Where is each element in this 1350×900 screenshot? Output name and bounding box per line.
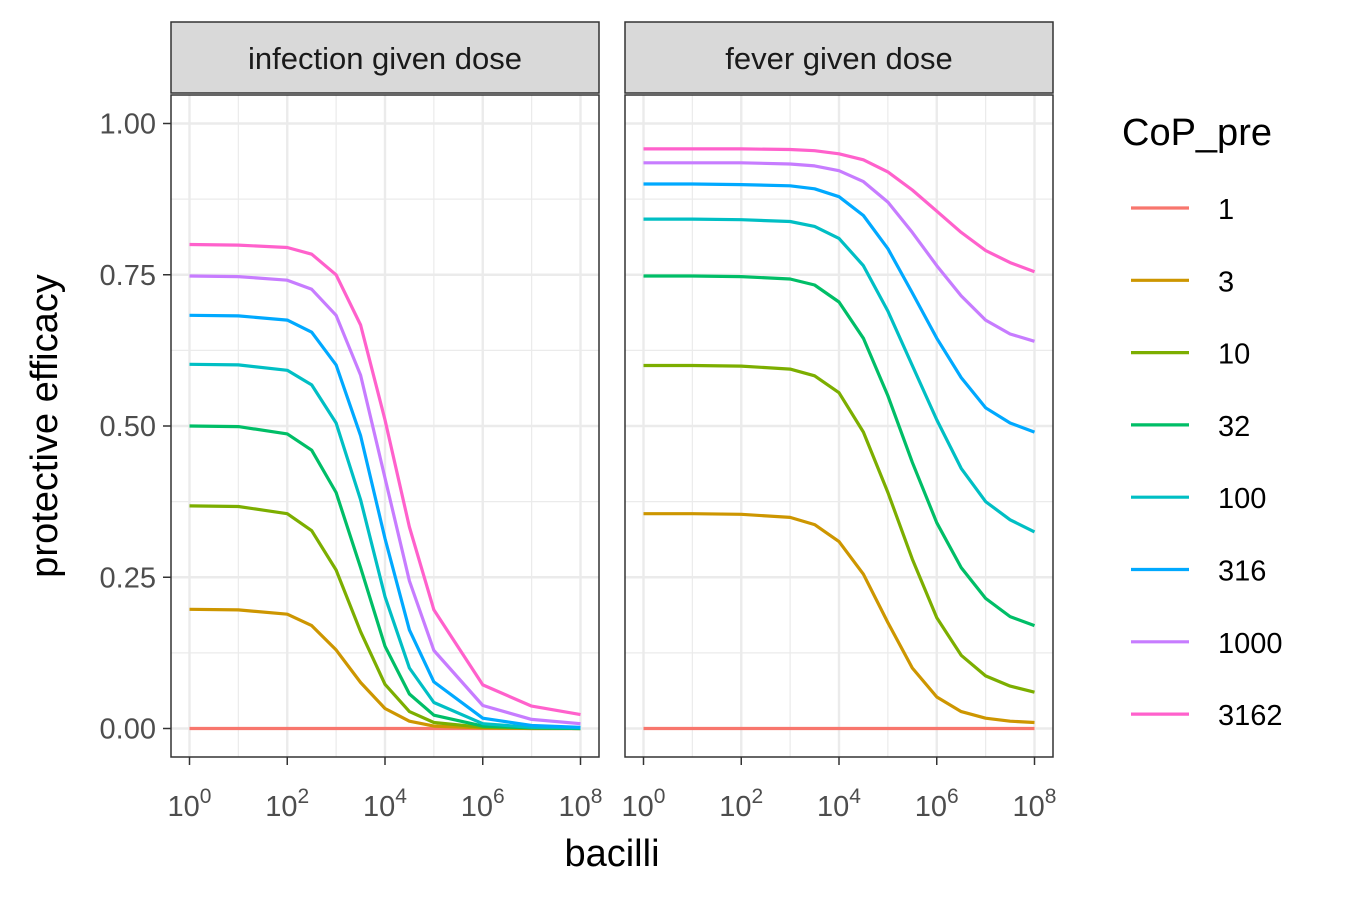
series-line-1000 xyxy=(189,274,581,726)
y-tick-label: 0.25 xyxy=(100,562,156,594)
series-line-3 xyxy=(643,512,1035,725)
y-tick-label: 0.75 xyxy=(100,260,156,292)
legend-label: 3 xyxy=(1218,266,1234,298)
legend-title: CoP_pre xyxy=(1122,112,1272,154)
series-line-32 xyxy=(189,424,581,731)
series-line-100 xyxy=(189,362,581,730)
series-line-316 xyxy=(643,182,1036,434)
x-tick-label: 108 xyxy=(1013,785,1057,823)
x-tick-label: 102 xyxy=(719,785,763,823)
facet-strip-title: fever given dose xyxy=(725,41,952,76)
series-line-3162 xyxy=(643,147,1036,274)
series-line-316 xyxy=(189,313,581,729)
legend-label: 32 xyxy=(1218,411,1250,443)
x-tick-label: 100 xyxy=(622,785,666,823)
y-tick-label: 0.50 xyxy=(100,411,156,443)
series-line-32 xyxy=(643,274,1036,628)
series-line-10 xyxy=(643,363,1035,694)
x-tick-label: 106 xyxy=(461,785,505,823)
y-axis-title: protective efficacy xyxy=(24,274,66,577)
x-tick-label: 106 xyxy=(915,785,959,823)
legend-label: 316 xyxy=(1218,556,1266,588)
series-line-100 xyxy=(643,217,1036,534)
y-tick-label: 0.00 xyxy=(100,714,156,746)
facet-strip xyxy=(170,21,600,94)
legend-label: 10 xyxy=(1218,339,1250,371)
facet-panel-2: fever given dose 100 102 104 106 108 xyxy=(622,21,1057,823)
legend-label: 100 xyxy=(1218,483,1266,515)
x-tick-label: 104 xyxy=(817,785,861,823)
facet-strip xyxy=(624,21,1054,94)
legend-label: 3162 xyxy=(1218,700,1283,732)
x-tick-label: 100 xyxy=(168,785,212,823)
legend-label: 1000 xyxy=(1218,628,1283,660)
series-line-1000 xyxy=(643,161,1035,343)
y-tick-label: 1.00 xyxy=(100,109,156,141)
legend-label: 1 xyxy=(1218,194,1234,226)
series-line-3162 xyxy=(189,242,581,717)
x-tick-label: 104 xyxy=(363,785,407,823)
facet-panel-1: infection given dose 100 102 104 106 108 0.00 0… xyxy=(100,21,603,823)
x-tick-label: 108 xyxy=(559,785,603,823)
legend: CoP_pre 1 3 10 32 100 316 1000 3162 xyxy=(1122,112,1283,732)
x-axis-title: bacilli xyxy=(564,833,659,875)
facet-strip-title: infection given dose xyxy=(248,41,522,76)
x-tick-label: 102 xyxy=(265,785,309,823)
